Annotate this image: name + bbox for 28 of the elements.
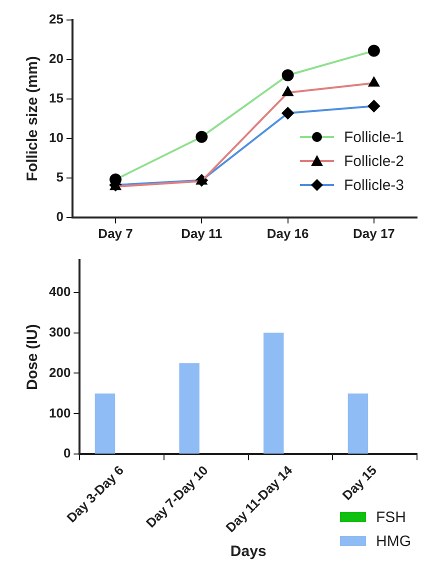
bar: [264, 332, 284, 454]
bar: [94, 393, 116, 454]
y-axis-title: Dose (IU): [24, 324, 42, 390]
x-tick-label: Day 11: [181, 226, 222, 241]
legend-label: Follicle-3: [344, 176, 404, 194]
x-axis-title: Days: [230, 543, 266, 560]
y-tick-label: 0: [63, 446, 71, 461]
y-tick-label: 10: [48, 130, 64, 146]
x-tick-label: Day 7: [98, 226, 133, 241]
bar: [179, 363, 200, 454]
legend-label: Follicle-1: [344, 128, 404, 146]
bar: [348, 393, 368, 454]
y-tick-label: 400: [48, 284, 71, 299]
legend-label: FSH: [376, 508, 406, 526]
legend-label: HMG: [376, 532, 411, 550]
y-tick-label: 25: [48, 12, 64, 27]
y-axis-title: Follicle size (mm): [24, 56, 42, 182]
y-tick-label: 300: [48, 324, 71, 340]
y-tick-label: 20: [48, 51, 64, 66]
x-tick-label: Day 17: [352, 226, 395, 241]
y-tick-label: 100: [48, 405, 71, 420]
x-tick-label: Day 15: [339, 462, 380, 503]
legend-label: Follicle-2: [344, 152, 404, 170]
y-tick-label: 200: [48, 364, 71, 380]
y-tick-label: 0: [56, 208, 64, 224]
y-tick-label: 5: [56, 170, 64, 184]
y-tick-label: 15: [48, 90, 64, 106]
x-tick-label: Day 16: [266, 226, 309, 241]
